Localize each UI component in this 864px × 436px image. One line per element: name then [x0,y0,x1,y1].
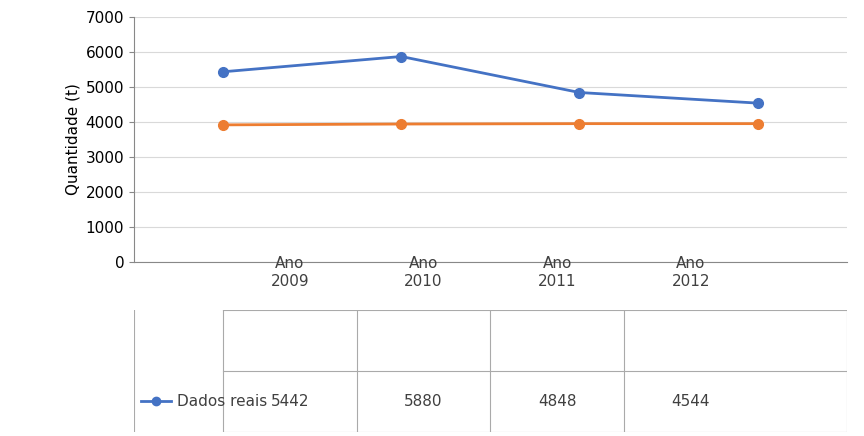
Text: 4544: 4544 [671,394,710,409]
Line: PEGRA: PEGRA [218,119,763,130]
Text: 4848: 4848 [538,394,576,409]
PEGRA [575,121,585,126]
Text: Ano
2011: Ano 2011 [538,256,576,289]
Dados reais [753,100,763,106]
Text: Dados reais: Dados reais [176,394,267,409]
Text: Ano
2009: Ano 2009 [270,256,309,289]
PEGRA [218,122,228,127]
Dados reais [218,69,228,75]
PEGRA [396,121,406,126]
Dados reais [575,90,585,95]
Text: Ano
2010: Ano 2010 [404,256,442,289]
Text: 5880: 5880 [404,394,442,409]
Line: Dados reais: Dados reais [218,51,763,108]
Dados reais [396,54,406,59]
Y-axis label: Quantidade (t): Quantidade (t) [65,84,80,195]
Text: 5442: 5442 [270,394,309,409]
Text: Ano
2012: Ano 2012 [671,256,710,289]
PEGRA [753,121,763,126]
